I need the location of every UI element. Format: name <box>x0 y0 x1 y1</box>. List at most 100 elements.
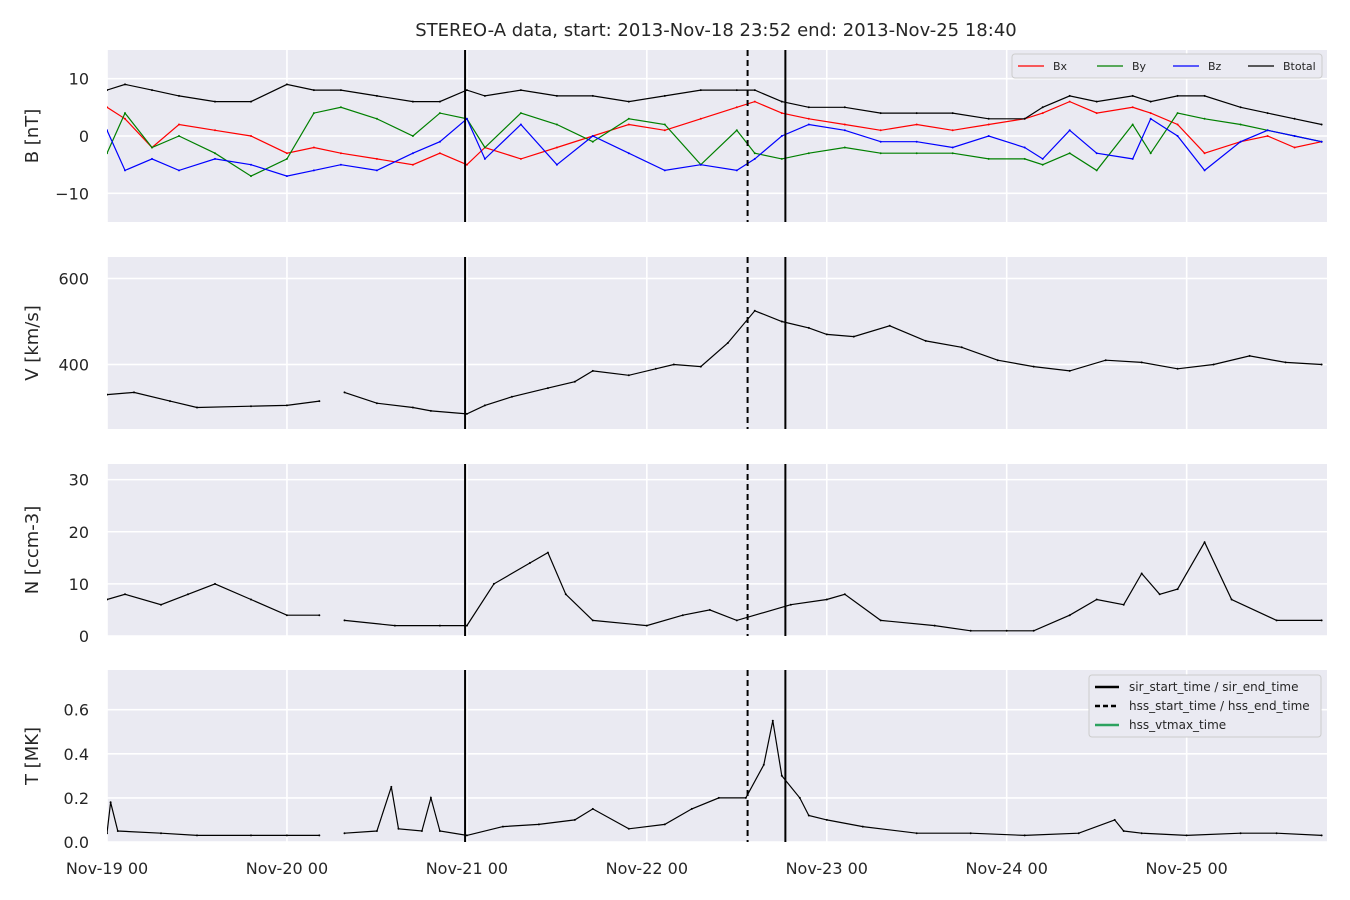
velocity-series-point <box>591 369 594 372</box>
series-bz-point <box>1149 117 1152 120</box>
series-bx-point <box>807 117 810 120</box>
velocity-series-point <box>133 391 135 394</box>
density-y-tick-label: 0 <box>79 627 89 646</box>
series-bx-point <box>1095 112 1098 115</box>
density-series-point <box>1275 619 1278 622</box>
x-axis: Nov-19 00 Nov-20 00 Nov-21 00 Nov-22 00 Nov-… <box>66 859 1228 878</box>
series-by-point <box>214 152 216 155</box>
series-bz-point <box>375 169 378 172</box>
series-bx-point <box>1203 152 1206 155</box>
velocity-series-point <box>888 324 891 327</box>
temperature-series-point <box>861 825 864 828</box>
temperature-series-point <box>627 827 630 830</box>
series-bz-point <box>250 163 252 166</box>
series-by-point <box>483 146 486 149</box>
series-bz-point <box>285 175 288 178</box>
series-bz-point <box>1266 129 1269 132</box>
series-bx-point <box>519 157 522 160</box>
series-bx-point <box>285 152 288 155</box>
series-by-point <box>124 112 126 115</box>
velocity-series-point <box>429 409 432 412</box>
series-by-point <box>951 152 954 155</box>
temperature-series-point <box>771 719 774 722</box>
series-bz-point <box>519 123 522 126</box>
velocity-series-point <box>807 326 810 329</box>
temperature-series-point <box>107 832 108 835</box>
density-series-point <box>250 598 252 601</box>
density-series-point <box>681 614 684 617</box>
temperature-series-point <box>465 834 468 837</box>
velocity-series-point <box>1068 369 1071 372</box>
temperature-series-point <box>196 834 198 837</box>
series-bx-point <box>753 100 756 103</box>
series-bx-point <box>1068 100 1071 103</box>
series-by-point <box>1068 152 1071 155</box>
velocity-series-point <box>546 387 549 390</box>
velocity-y-axis-label: V [km/s] <box>22 305 43 380</box>
legend-events: sir_start_time / sir_end_time hss_start_t… <box>1088 674 1322 738</box>
velocity-series-point <box>107 393 108 396</box>
series-btotal-point <box>951 112 954 115</box>
temperature-series-point <box>116 830 119 832</box>
series-btotal-point <box>1131 94 1134 97</box>
series-bx-point <box>1041 112 1044 115</box>
temperature-series-point <box>744 796 747 799</box>
density-series-point <box>107 598 108 601</box>
series-bz-point <box>124 169 126 172</box>
series-bz-point <box>879 140 882 143</box>
series-bz-point <box>1239 140 1242 143</box>
density-series-point <box>879 619 882 622</box>
series-by-point <box>1176 112 1179 115</box>
series-by-point <box>591 140 594 143</box>
legend-label-bz: Bz <box>1208 60 1222 73</box>
series-bz-point <box>1320 140 1323 143</box>
velocity-y-tick-label: 400 <box>58 356 89 375</box>
series-by-point <box>107 152 108 155</box>
series-bx-point <box>107 106 108 109</box>
series-bx-point <box>1176 123 1179 126</box>
series-bz-point <box>339 163 342 166</box>
temperature-series-point <box>109 801 112 804</box>
velocity-series-point <box>753 309 756 312</box>
series-bz-point <box>411 152 414 155</box>
series-btotal-point <box>312 89 315 92</box>
velocity-series-point <box>169 400 171 403</box>
series-bz-point <box>699 163 702 166</box>
series-by-point <box>735 129 738 132</box>
velocity-series-point <box>1140 361 1143 364</box>
density-series-point <box>1203 541 1206 544</box>
density-series-point <box>1122 603 1125 606</box>
legend-label-hss: hss_start_time / hss_end_time <box>1129 699 1310 713</box>
velocity-series-point <box>780 320 783 323</box>
x-tick-label: Nov-22 00 <box>606 859 688 878</box>
series-btotal-point <box>519 89 522 92</box>
series-bz-point <box>1068 129 1071 132</box>
velocity-series-point <box>250 405 252 408</box>
temperature-series-point <box>1113 818 1116 821</box>
temperature-series-point <box>1320 834 1323 837</box>
density-series-point <box>285 614 288 617</box>
series-by-point <box>178 135 180 137</box>
series-bx-point <box>735 106 738 109</box>
velocity-series-point <box>573 380 576 383</box>
velocity-plot-area <box>107 257 1327 429</box>
legend-label-sir: sir_start_time / sir_end_time <box>1129 680 1299 694</box>
density-series-point <box>492 582 495 585</box>
series-by-point <box>1239 123 1242 126</box>
temperature-series-point <box>798 796 801 799</box>
panel-density: 0 10 20 30 N [ccm-3] <box>22 464 1327 646</box>
series-by-point <box>438 112 441 115</box>
series-btotal-point <box>663 94 666 97</box>
temperature-series-point <box>318 834 321 837</box>
temperature-series-point <box>762 763 765 766</box>
series-bz-point <box>987 135 990 137</box>
series-bx-point <box>438 152 441 155</box>
temperature-series-point <box>501 825 504 828</box>
density-series-point <box>969 629 972 632</box>
temperature-series-point <box>717 796 720 799</box>
series-by-point <box>285 157 288 160</box>
series-bx-point <box>1266 135 1269 137</box>
series-bz-point <box>483 157 486 160</box>
series-btotal-point <box>627 100 630 103</box>
velocity-series-point <box>483 404 486 407</box>
